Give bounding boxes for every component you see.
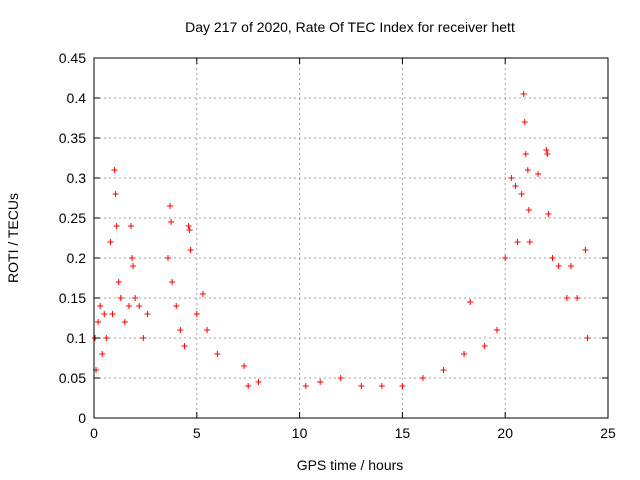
data-point (177, 327, 184, 333)
data-point (111, 167, 118, 173)
data-point (132, 295, 139, 301)
data-point (535, 171, 542, 177)
data-point (107, 239, 114, 245)
data-point (567, 263, 574, 269)
data-point (169, 279, 176, 285)
data-point (204, 327, 211, 333)
data-point (168, 219, 175, 225)
y-tick-label: 0.35 (59, 130, 86, 146)
data-point (185, 223, 192, 229)
y-tick-label: 0.45 (59, 50, 86, 66)
data-point (584, 335, 591, 341)
data-point (136, 303, 143, 309)
data-point (508, 175, 515, 181)
data-point (95, 319, 102, 325)
x-tick-label: 5 (193, 425, 201, 441)
x-tick-label: 15 (395, 425, 411, 441)
data-point (526, 239, 533, 245)
data-point (525, 207, 532, 213)
data-point (582, 247, 589, 253)
y-tick-label: 0.15 (59, 290, 86, 306)
y-tick-label: 0.1 (67, 330, 87, 346)
data-point (545, 211, 552, 217)
data-point (165, 255, 172, 261)
data-point (467, 299, 474, 305)
data-point (555, 263, 562, 269)
data-point (97, 303, 104, 309)
data-point (563, 295, 570, 301)
data-point (181, 343, 188, 349)
data-point (112, 191, 119, 197)
data-point (549, 255, 556, 261)
data-point (502, 255, 509, 261)
data-point (187, 247, 194, 253)
data-point (514, 239, 521, 245)
data-point (544, 151, 551, 157)
y-tick-label: 0.25 (59, 210, 86, 226)
data-point (524, 167, 531, 173)
data-point (419, 375, 426, 381)
data-point (493, 327, 500, 333)
data-point (117, 295, 124, 301)
y-tick-label: 0.05 (59, 370, 86, 386)
data-point (173, 303, 180, 309)
x-tick-label: 0 (90, 425, 98, 441)
data-point (520, 91, 527, 97)
y-axis-label: ROTI / TECUs (5, 193, 21, 283)
data-point (521, 119, 528, 125)
data-point (245, 383, 252, 389)
data-point (186, 227, 193, 233)
data-point (358, 383, 365, 389)
x-tick-label: 25 (600, 425, 616, 441)
data-point (378, 383, 385, 389)
data-point (109, 311, 116, 317)
data-point (214, 351, 221, 357)
chart-title: Day 217 of 2020, Rate Of TEC Index for r… (185, 19, 515, 35)
data-point (128, 223, 135, 229)
data-point (144, 311, 151, 317)
data-points (92, 91, 591, 389)
data-point (440, 367, 447, 373)
data-point (241, 363, 248, 369)
data-point (129, 255, 136, 261)
data-point (518, 191, 525, 197)
data-point (461, 351, 468, 357)
y-tick-label: 0.2 (67, 250, 87, 266)
x-tick-label: 10 (292, 425, 308, 441)
plot-frame (93, 57, 609, 419)
data-point (543, 147, 550, 153)
data-point (101, 311, 108, 317)
data-point (193, 311, 200, 317)
data-point (512, 183, 519, 189)
data-point (103, 335, 110, 341)
data-point (99, 351, 106, 357)
data-point (481, 343, 488, 349)
data-point (399, 383, 406, 389)
y-tick-label: 0.3 (67, 170, 87, 186)
axis-ticks: 0 5 10 15 20 25 0 0.05 0.1 0.15 0.2 0.25 0.3 0.35 0.4 0… (59, 50, 616, 441)
data-point (115, 279, 122, 285)
data-point (113, 223, 120, 229)
data-point (199, 291, 206, 297)
y-tick-label: 0 (78, 410, 86, 426)
data-point (121, 319, 128, 325)
data-point (574, 295, 581, 301)
data-point (317, 379, 324, 385)
data-point (255, 379, 262, 385)
data-point (140, 335, 147, 341)
grid-lines (94, 58, 608, 418)
data-point (167, 203, 174, 209)
x-axis-label: GPS time / hours (297, 457, 404, 473)
y-tick-label: 0.4 (67, 90, 87, 106)
data-point (337, 375, 344, 381)
data-point (130, 263, 137, 269)
data-point (302, 383, 309, 389)
x-tick-label: 20 (497, 425, 513, 441)
data-point (125, 303, 132, 309)
data-point (522, 151, 529, 157)
